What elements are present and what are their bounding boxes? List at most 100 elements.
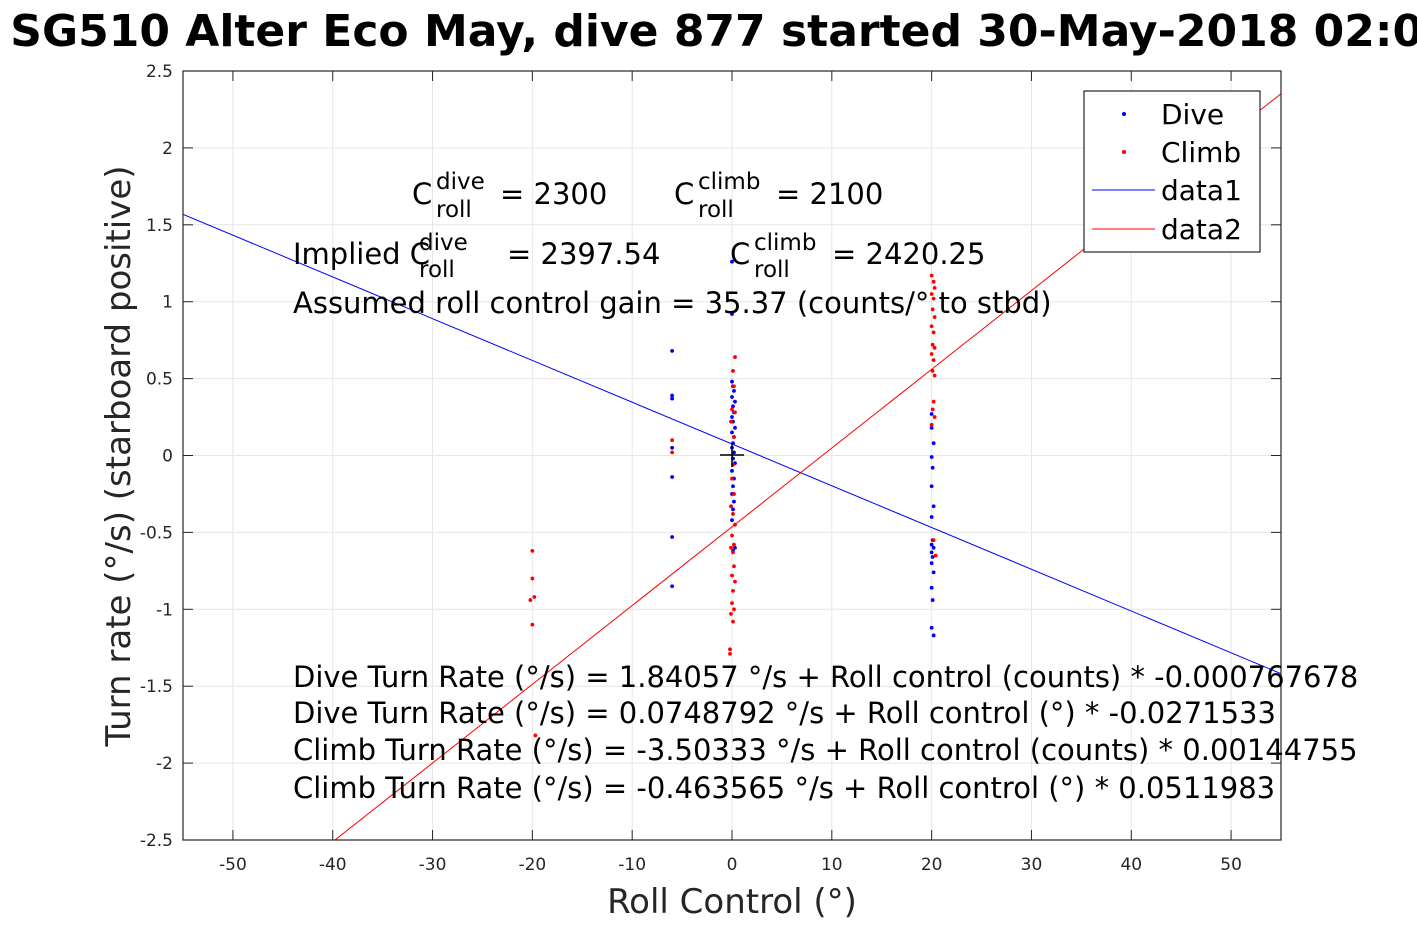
dive-point	[730, 518, 734, 522]
dive-point	[929, 515, 934, 519]
climb-point	[729, 419, 733, 424]
dive-point	[670, 475, 675, 479]
origin-crosshair	[720, 443, 744, 467]
legend-label-data2: data2	[1161, 213, 1242, 246]
climb-point	[530, 576, 535, 581]
legend-label-climb: Climb	[1161, 136, 1241, 169]
dive-point	[670, 349, 675, 353]
climb-point	[929, 352, 934, 356]
dive-point	[733, 399, 737, 404]
dive-point	[930, 465, 935, 470]
dive-point	[730, 259, 734, 264]
y-tick-label: 2.5	[146, 62, 173, 82]
x-tick-label: 40	[1120, 855, 1142, 875]
dive-point	[929, 425, 934, 430]
equation-climb-counts: Climb Turn Rate (°/s) = -3.50333 °/s + R…	[293, 733, 1358, 767]
climb-point	[930, 369, 935, 373]
implied-climb-sup: climb	[754, 230, 816, 256]
x-tick-label: -50	[219, 855, 247, 875]
y-tick-label: 2	[162, 139, 173, 159]
climb-point	[931, 538, 936, 542]
implied-climb-sub: roll	[754, 257, 790, 283]
dive-point	[670, 393, 675, 398]
climb-point	[729, 504, 733, 509]
implied-climb-letter: C	[730, 237, 750, 271]
equation-climb-degrees: Climb Turn Rate (°/s) = -0.463565 °/s + …	[293, 771, 1275, 805]
climb-point	[733, 579, 737, 584]
dive-point	[732, 450, 736, 455]
implied-dive-prefix: Implied C	[293, 237, 430, 271]
climb-point	[533, 733, 538, 738]
dive-point	[732, 499, 736, 504]
climb-point	[931, 330, 936, 335]
climb-point	[932, 345, 937, 350]
climb-point	[532, 595, 537, 599]
climb-point	[931, 399, 936, 404]
climb-point	[730, 533, 734, 538]
climb-point	[728, 647, 732, 652]
climb-point	[929, 324, 934, 329]
climb-point	[729, 612, 733, 616]
x-axis-label: Roll Control (°)	[607, 882, 857, 922]
climb-point	[731, 369, 735, 373]
climb-point	[732, 564, 736, 569]
implied-dive-value: = 2397.54	[507, 237, 660, 271]
y-tick-label: -2	[156, 754, 173, 774]
climb-point	[733, 355, 737, 359]
climb-point	[931, 358, 936, 363]
y-tick-label: 0	[162, 447, 173, 467]
x-tick-label: -30	[419, 855, 447, 875]
climb-point	[929, 273, 934, 278]
climb-point	[670, 438, 675, 443]
dive-point	[730, 312, 734, 316]
climb-point	[732, 492, 736, 496]
climb-point	[932, 285, 937, 290]
dive-point	[670, 584, 675, 589]
x-tick-label: -40	[319, 855, 347, 875]
climb-point	[730, 476, 734, 481]
x-tick-label: 10	[821, 855, 843, 875]
c-climb-sub: roll	[698, 197, 734, 223]
climb-point	[930, 307, 935, 312]
dive-point	[670, 396, 675, 401]
implied-climb-value: = 2420.25	[832, 237, 985, 271]
x-tick-label: -20	[518, 855, 546, 875]
climb-point	[733, 410, 737, 415]
dive-point	[929, 412, 934, 416]
climb-point	[931, 279, 936, 284]
climb-point	[731, 619, 735, 624]
climb-point	[731, 550, 735, 555]
climb-point	[731, 588, 735, 593]
climb-point	[930, 407, 935, 412]
dive-point	[670, 535, 675, 539]
x-tick-label: 20	[921, 855, 943, 875]
climb-point	[530, 548, 535, 553]
y-tick-label: -1.5	[140, 677, 173, 697]
implied-dive-sup: dive	[419, 230, 468, 256]
dive-point	[929, 484, 934, 489]
dive-point	[730, 430, 734, 435]
climb-point	[929, 292, 934, 296]
climb-point	[732, 384, 736, 389]
climb-point	[530, 622, 535, 627]
legend-marker-climb	[1122, 150, 1126, 154]
x-tick-label: 30	[1021, 855, 1043, 875]
dive-point	[929, 585, 934, 590]
y-tick-label: -1	[156, 600, 173, 620]
climb-point	[730, 601, 734, 606]
climb-point	[728, 652, 732, 656]
dive-point	[732, 389, 736, 393]
dive-point	[733, 425, 737, 430]
climb-point	[528, 598, 533, 602]
dive-point	[670, 445, 675, 450]
climb-point	[932, 373, 937, 378]
gain-annotation: Assumed roll control gain = 35.37 (count…	[293, 286, 1052, 320]
dive-point	[730, 379, 734, 384]
dive-point	[730, 415, 734, 419]
dive-point	[929, 625, 934, 630]
y-tick-label: 1.5	[146, 216, 173, 236]
climb-point	[929, 422, 934, 427]
x-tick-label: 0	[727, 855, 738, 875]
c-dive-value: = 2300	[500, 177, 607, 211]
